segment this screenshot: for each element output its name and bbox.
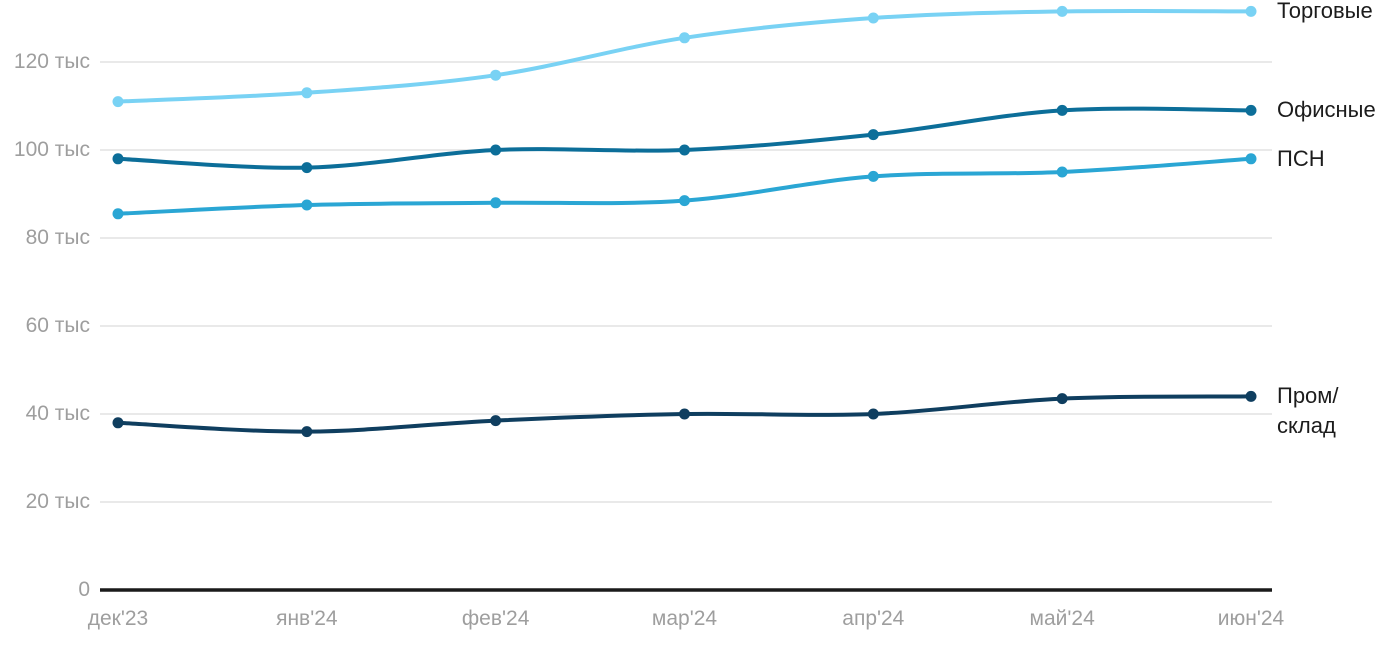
- data-point-prom-sklad-0: [112, 417, 124, 429]
- data-point-prom-sklad-1: [301, 426, 313, 438]
- legend-label-prom-sklad: Пром/ склад: [1277, 383, 1339, 439]
- data-point-torgovye-2: [490, 69, 502, 81]
- data-point-psn-4: [867, 170, 879, 182]
- data-point-ofisnye-4: [867, 129, 879, 141]
- y-tick-label-80: 80 тыс: [25, 226, 90, 249]
- data-point-psn-5: [1056, 166, 1068, 178]
- data-point-prom-sklad-3: [679, 408, 690, 420]
- data-point-psn-0: [112, 208, 124, 220]
- data-point-torgovye-3: [679, 32, 690, 44]
- series-line-torgovye: [116, 8, 1253, 104]
- x-tick-label-4: апр'24: [842, 607, 905, 630]
- x-tick-label-0: дек'23: [87, 607, 149, 630]
- x-tick-label-6: июн'24: [1217, 607, 1285, 630]
- data-point-prom-sklad-5: [1056, 393, 1068, 405]
- series-line-ofisnye: [116, 106, 1253, 170]
- data-point-torgovye-4: [867, 12, 879, 24]
- data-point-prom-sklad-4: [867, 408, 879, 420]
- y-tick-label-20: 20 тыс: [25, 490, 90, 513]
- y-tick-label-120: 120 тыс: [13, 50, 90, 73]
- x-tick-label-5: май'24: [1029, 607, 1095, 630]
- legend-label-torgovye: Торговые: [1277, 0, 1373, 24]
- data-point-torgovye-0: [112, 96, 124, 108]
- data-point-ofisnye-2: [490, 144, 502, 156]
- x-tick-label-2: фев'24: [461, 607, 530, 630]
- data-point-psn-1: [301, 199, 313, 211]
- data-point-ofisnye-6: [1245, 104, 1257, 116]
- data-point-prom-sklad-6: [1245, 390, 1257, 402]
- data-point-ofisnye-5: [1056, 104, 1068, 116]
- data-point-torgovye-6: [1245, 5, 1257, 17]
- legend-label-ofisnye: Офисные: [1277, 97, 1376, 123]
- x-tick-label-1: янв'24: [276, 607, 338, 630]
- data-point-psn-6: [1245, 153, 1257, 165]
- y-tick-label-60: 60 тыс: [25, 314, 90, 337]
- data-point-psn-3: [679, 195, 690, 207]
- data-point-torgovye-5: [1056, 5, 1068, 17]
- x-tick-label-3: мар'24: [651, 607, 718, 630]
- data-point-prom-sklad-2: [490, 415, 502, 427]
- y-tick-label-40: 40 тыс: [25, 402, 90, 425]
- y-tick-label-0: 0: [78, 578, 90, 601]
- data-point-torgovye-1: [301, 87, 313, 99]
- data-point-ofisnye-0: [112, 153, 124, 165]
- data-point-ofisnye-1: [301, 162, 313, 174]
- y-tick-label-100: 100 тыс: [13, 138, 90, 161]
- legend-label-psn: ПСН: [1277, 145, 1325, 171]
- data-point-psn-2: [490, 197, 502, 209]
- data-point-ofisnye-3: [679, 144, 690, 156]
